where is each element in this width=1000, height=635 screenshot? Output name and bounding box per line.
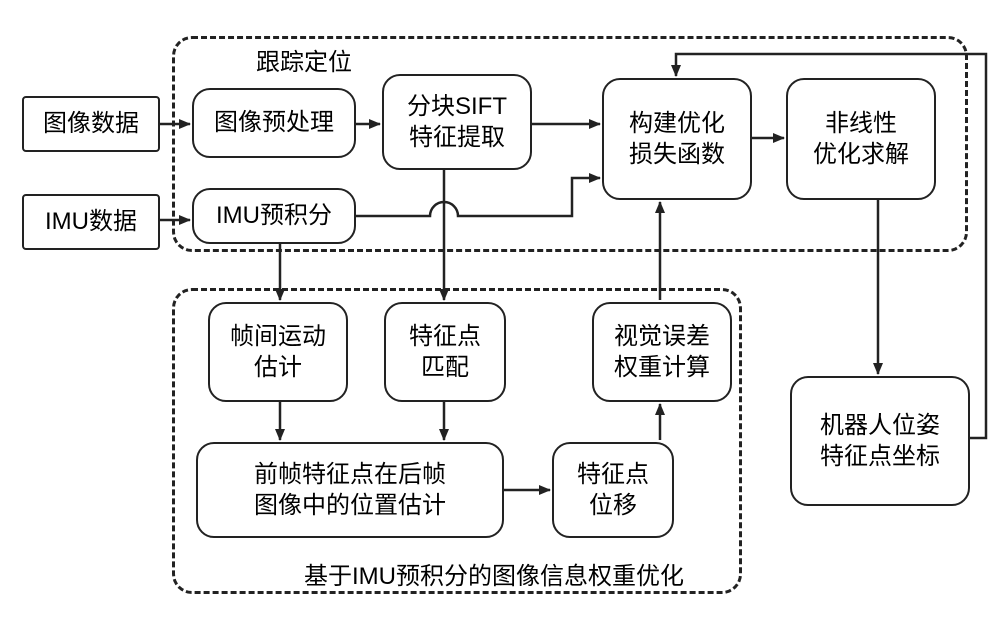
- node-label: 非线性 优化求解: [813, 108, 909, 170]
- container-weight-opt-label: 基于IMU预积分的图像信息权重优化: [300, 556, 688, 591]
- node-label: 图像预处理: [214, 107, 334, 138]
- node-label: 图像数据: [43, 108, 139, 139]
- node-label: IMU数据: [45, 206, 137, 237]
- node-image-preprocess: 图像预处理: [192, 88, 356, 158]
- node-imu-preint: IMU预积分: [192, 188, 356, 244]
- node-imu-data: IMU数据: [22, 194, 160, 250]
- node-label: 构建优化 损失函数: [629, 108, 725, 170]
- node-nonlinear-solve: 非线性 优化求解: [786, 78, 936, 200]
- node-label: 帧间运动 估计: [230, 321, 326, 383]
- node-visual-error-weight: 视觉误差 权重计算: [592, 302, 732, 402]
- node-sift: 分块SIFT 特征提取: [382, 74, 532, 170]
- node-label: IMU预积分: [216, 200, 332, 231]
- node-feature-match: 特征点 匹配: [384, 302, 506, 402]
- node-label: 分块SIFT 特征提取: [407, 91, 507, 153]
- container-tracking-label: 跟踪定位: [252, 42, 356, 77]
- node-feature-displacement: 特征点 位移: [552, 442, 674, 538]
- node-robot-pose: 机器人位姿 特征点坐标: [790, 376, 970, 506]
- node-position-estimate: 前帧特征点在后帧 图像中的位置估计: [196, 442, 504, 538]
- node-label: 特征点 位移: [577, 459, 649, 521]
- node-image-data: 图像数据: [22, 96, 160, 152]
- node-objective: 构建优化 损失函数: [602, 78, 752, 200]
- node-label: 特征点 匹配: [409, 321, 481, 383]
- node-label: 视觉误差 权重计算: [614, 321, 710, 383]
- node-label: 前帧特征点在后帧 图像中的位置估计: [254, 459, 446, 521]
- node-label: 机器人位姿 特征点坐标: [820, 410, 940, 472]
- node-frame-motion: 帧间运动 估计: [208, 302, 348, 402]
